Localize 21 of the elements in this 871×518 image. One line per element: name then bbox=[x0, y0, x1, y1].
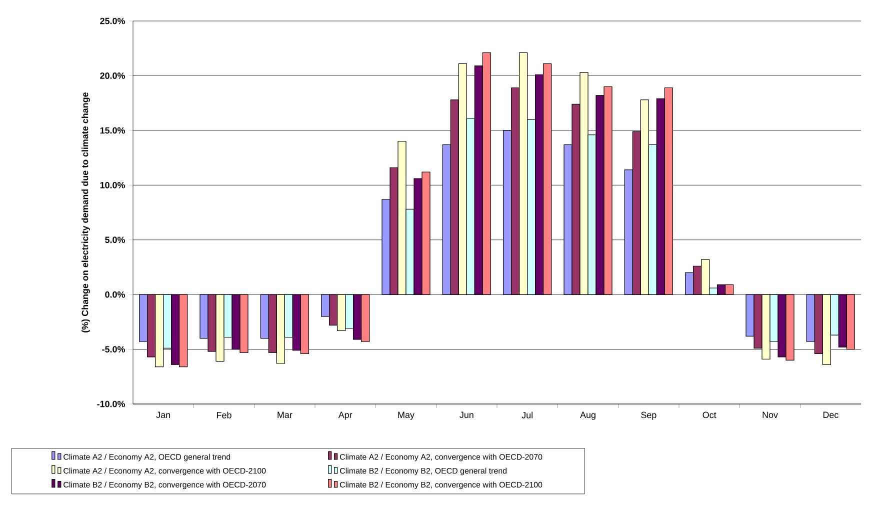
x-tick-label: Oct bbox=[702, 412, 716, 418]
y-tick-label: -10.0% bbox=[97, 400, 125, 408]
x-tick-label: Jan bbox=[156, 412, 170, 418]
x-tick-label: Mar bbox=[278, 412, 292, 418]
y-tick-label: 10.0% bbox=[100, 182, 125, 188]
y-tick-label: 20.0% bbox=[100, 72, 125, 79]
x-tick-label: Dec bbox=[823, 412, 838, 418]
y-tick-label: 25.0% bbox=[100, 18, 125, 24]
y-tick-label: 5.0% bbox=[105, 236, 125, 244]
x-tick-label: May bbox=[398, 412, 414, 420]
y-axis-title: (%) Change on electricity demand due to climate change bbox=[82, 92, 90, 332]
x-tick-label: Feb bbox=[217, 412, 232, 418]
y-tick-label: 15.0% bbox=[100, 127, 125, 134]
x-tick-label: Nov bbox=[762, 412, 778, 418]
x-tick-label: Apr bbox=[338, 412, 352, 420]
y-tick-label: 0.0% bbox=[105, 291, 125, 298]
x-tick-label: Sep bbox=[641, 412, 656, 420]
x-tick-label: Jul bbox=[522, 412, 532, 418]
y-tick-label: -5.0% bbox=[102, 346, 125, 352]
x-tick-label: Jun bbox=[460, 412, 474, 418]
x-tick-label: Aug bbox=[580, 412, 596, 420]
